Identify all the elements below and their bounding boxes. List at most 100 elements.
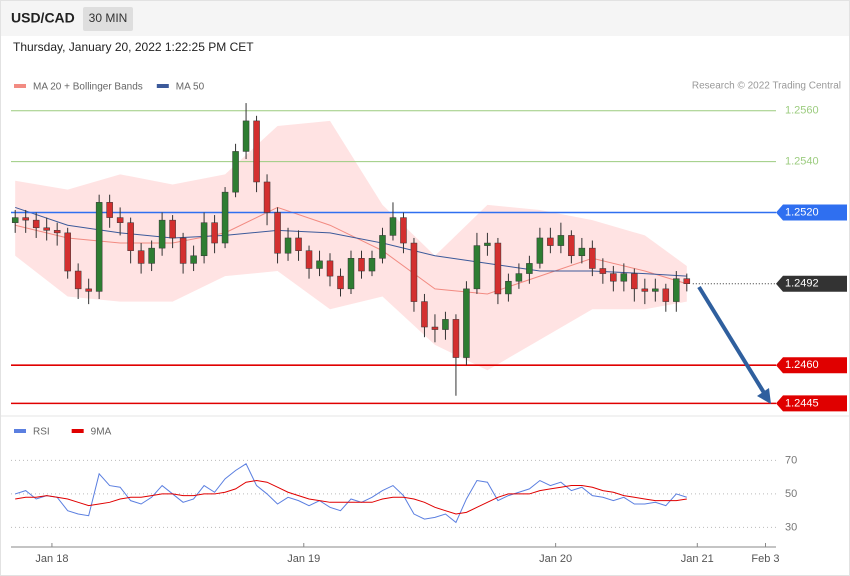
legend-swatch <box>156 84 169 88</box>
x-tick-label: Jan 18 <box>35 553 68 565</box>
candle-body <box>578 247 586 257</box>
x-tick-label: Jan 19 <box>287 553 320 565</box>
candle-body <box>389 217 397 236</box>
y-tick-label: 30 <box>785 521 797 533</box>
level-label: 1.2540 <box>785 156 819 168</box>
candle-body <box>652 288 659 292</box>
candle-body <box>557 235 565 246</box>
candle-body <box>326 260 334 277</box>
legend-swatch <box>71 429 84 433</box>
level-label: 1.2492 <box>785 278 819 290</box>
candle-body <box>536 237 544 264</box>
candle-body <box>169 219 176 239</box>
source: Research © 2022 Trading Central <box>692 81 841 92</box>
candle-body <box>547 237 554 246</box>
candle-body <box>200 222 208 257</box>
indicator-line <box>15 480 687 515</box>
candle-body <box>232 151 239 193</box>
level-label: 1.2560 <box>785 105 819 117</box>
level-label: 1.2460 <box>785 359 819 371</box>
candle-body <box>74 270 82 290</box>
price-panel: 1.2560 1.2540 1.2520 1.2492 1.2460 1.2445 MA 2… <box>11 82 847 412</box>
candle-body <box>568 235 575 257</box>
x-tick-label: Jan 20 <box>539 553 572 565</box>
candle-body <box>32 219 40 229</box>
candle-body <box>305 250 313 269</box>
candle-body <box>43 227 50 231</box>
y-tick-label: 50 <box>785 488 797 500</box>
candle-body <box>211 222 218 244</box>
header-bar <box>1 1 849 36</box>
candle-body <box>316 260 323 269</box>
candle-body <box>641 288 649 292</box>
level-label-box <box>776 275 847 292</box>
candle-body <box>526 263 533 274</box>
candle-body <box>106 202 113 218</box>
timeframe-box[interactable] <box>83 7 133 31</box>
candle-body <box>22 217 29 221</box>
x-tick-label: Feb 3 <box>751 553 779 565</box>
candle-body <box>137 250 145 264</box>
level-label-box <box>776 204 847 221</box>
level-label-box <box>776 395 847 412</box>
candle-body <box>494 242 502 295</box>
candle-body <box>95 202 103 292</box>
candle-body <box>463 288 470 358</box>
candle-body <box>116 217 124 223</box>
candle-body <box>505 280 512 295</box>
timeframe[interactable]: 30 MIN <box>89 11 128 25</box>
level-label-box <box>776 357 847 374</box>
candle-body <box>347 258 355 290</box>
candle-body <box>221 191 229 244</box>
candle-body <box>442 319 449 330</box>
candle-body <box>410 242 418 302</box>
x-tick-label: Jan 21 <box>681 553 714 565</box>
candle-body <box>85 288 92 292</box>
candle-body <box>190 255 197 264</box>
forecast-arrow <box>697 285 768 398</box>
legend-swatch <box>14 84 26 88</box>
legend-label: MA 20 + Bollinger Bands <box>33 82 143 93</box>
candle-body <box>284 237 292 254</box>
candle-body <box>274 212 281 254</box>
candle-body <box>379 235 386 259</box>
legend-label: MA 50 <box>176 82 205 93</box>
candle-body <box>53 230 61 234</box>
candle-body <box>620 273 628 282</box>
candle-body <box>400 217 407 244</box>
candle-body <box>11 217 19 223</box>
candle-body <box>484 242 491 246</box>
candle-body <box>631 273 638 290</box>
candle-body <box>515 273 523 282</box>
symbol: USD/CAD <box>11 10 75 26</box>
level-label: 1.2445 <box>785 397 819 409</box>
bollinger-band <box>15 120 687 371</box>
candle-body <box>368 258 376 272</box>
y-tick-label: 70 <box>785 454 797 466</box>
candle-body <box>421 301 428 328</box>
forecast-arrowhead <box>757 388 771 404</box>
candle-body <box>473 245 481 290</box>
candle-body <box>610 273 617 282</box>
legend-label: 9MA <box>91 427 112 438</box>
level-label: 1.2520 <box>785 206 819 218</box>
candle-body <box>263 181 271 213</box>
candle-body <box>589 247 596 269</box>
indicator-line <box>15 463 687 524</box>
candle-body <box>127 222 134 251</box>
candle-body <box>295 237 302 251</box>
candle-body <box>337 275 344 290</box>
candle-body <box>599 268 607 274</box>
candle-body <box>673 278 680 302</box>
candle-body <box>683 278 691 285</box>
datetime: Thursday, January 20, 2022 1:22:25 PM CE… <box>13 40 254 54</box>
candle-body <box>64 232 71 272</box>
candle-body <box>358 258 365 272</box>
legend-label: RSI <box>33 427 50 438</box>
candle-body <box>148 247 155 264</box>
legend-swatch <box>14 429 26 433</box>
candle-body <box>662 288 670 302</box>
candle-body <box>253 120 260 183</box>
candle-body <box>158 219 166 249</box>
